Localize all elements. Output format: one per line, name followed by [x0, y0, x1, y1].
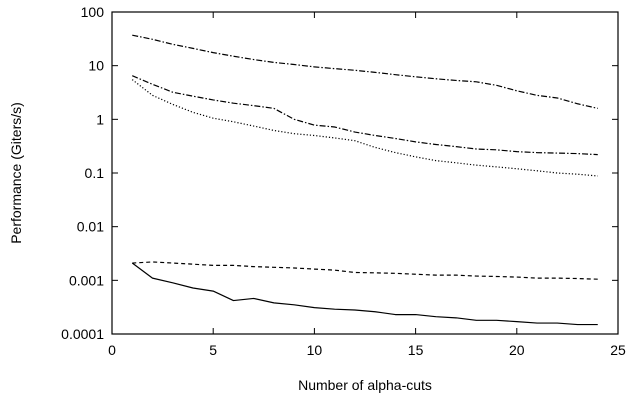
series-line-4 [132, 261, 598, 280]
series-line-3 [131, 79, 598, 177]
series-line-1 [132, 34, 598, 109]
y-tick-label: 10 [88, 58, 104, 74]
x-tick-label: 25 [610, 342, 626, 358]
x-axis-title: Number of alpha-cuts [298, 377, 432, 393]
x-tick-label: 15 [408, 342, 424, 358]
y-tick-label: 1 [96, 111, 104, 127]
series-line-2 [132, 75, 598, 156]
series-line-5 [131, 262, 598, 326]
y-tick-label: 0.0001 [61, 326, 104, 342]
y-tick-label: 0.1 [85, 165, 105, 181]
x-tick-label: 20 [509, 342, 525, 358]
tick-layer: 0 5 10 15 20 25 0.0001 0.001 0.01 0.1 1 10 100 [61, 4, 626, 358]
y-tick-label: 100 [81, 4, 105, 20]
x-tick-label: 10 [307, 342, 323, 358]
y-axis-title: Performance (Giters/s) [8, 102, 24, 244]
series-layer [131, 34, 598, 326]
plot-frame [111, 11, 619, 335]
x-tick-label: 0 [108, 342, 116, 358]
x-tick-label: 5 [209, 342, 217, 358]
y-tick-label: 0.01 [77, 219, 104, 235]
y-tick-label: 0.001 [69, 272, 104, 288]
